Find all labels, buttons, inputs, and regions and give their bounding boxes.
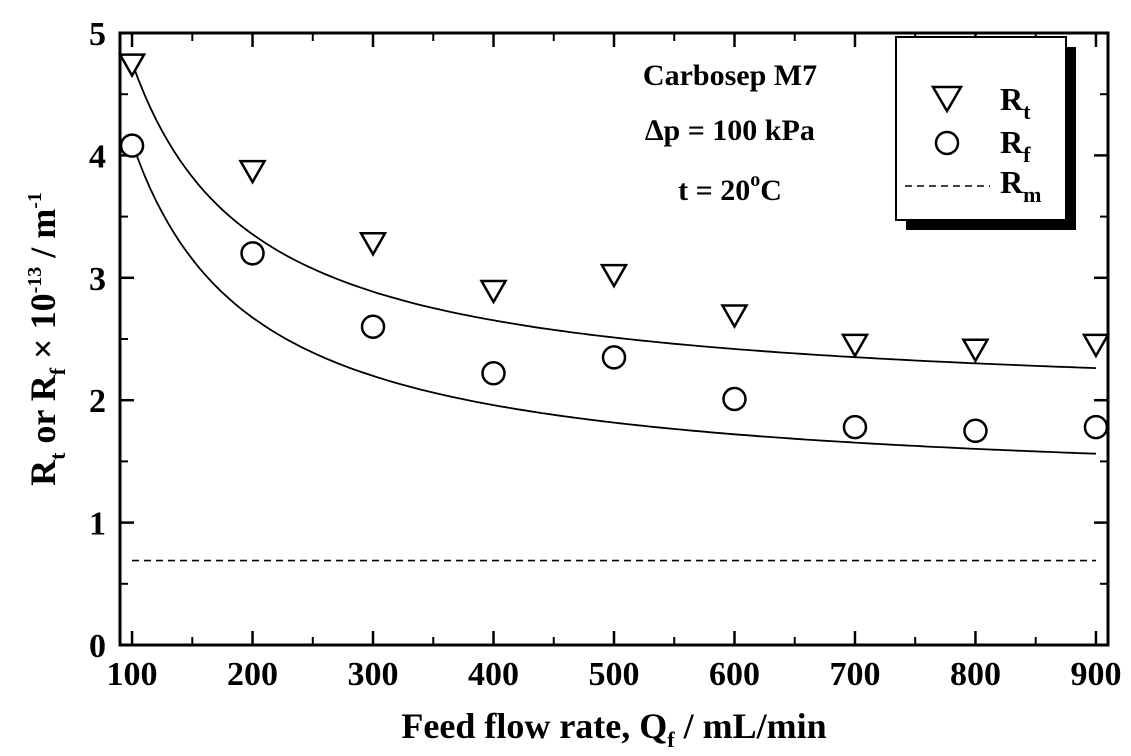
rf-point: [963, 418, 988, 444]
legend-rm-label: Rm: [1000, 164, 1041, 207]
x-label-tail: / mL/min: [675, 706, 827, 746]
x-tick-label: 300: [348, 656, 399, 693]
y-label-sup2: -1: [24, 192, 46, 209]
marker-group: [117, 53, 1111, 444]
annotation-temp-main: t = 20: [678, 174, 750, 207]
y-tick-label: 0: [89, 628, 106, 665]
x-tick-label: 700: [829, 656, 880, 693]
legend-rt-main: R: [1000, 81, 1024, 117]
y-tick-group: 0 1 2 3 4 5: [89, 16, 1108, 665]
legend-circle-marker: [934, 130, 960, 156]
y-axis-label: Rt or Rf × 10-13 / m-1: [23, 192, 70, 486]
rf-point: [842, 414, 868, 440]
legend-rm-main: R: [1000, 164, 1024, 200]
rt-point: [1081, 333, 1111, 359]
legend-rf-sub: f: [1023, 142, 1031, 167]
rt-point: [479, 279, 508, 305]
legend-rt-sub: t: [1023, 99, 1031, 124]
y-tick-label: 5: [89, 16, 106, 53]
legend-rf-main: R: [1000, 124, 1024, 160]
y-label-p1: R: [23, 459, 63, 486]
rf-point: [722, 386, 747, 412]
legend-triangle-marker: [930, 85, 964, 114]
annotation-membrane: Carbosep M7: [643, 59, 817, 92]
y-label-p4: / m: [23, 209, 63, 267]
x-tick-label: 600: [709, 656, 760, 693]
y-tick-label: 2: [89, 383, 106, 420]
y-label-sup1: -13: [24, 267, 46, 294]
x-tick-group: 100 200 300 400 500 600 700 800 900: [107, 33, 1121, 693]
rf-point: [119, 133, 145, 158]
fit-curve-Rt: [131, 62, 1097, 369]
y-tick-label: 3: [89, 261, 106, 298]
y-label-s1: t: [45, 452, 70, 460]
legend-box: [895, 36, 1067, 221]
rf-point: [1083, 414, 1109, 440]
rf-point: [240, 241, 265, 266]
x-tick-label: 800: [950, 656, 1001, 693]
rt-point: [599, 263, 629, 289]
x-axis-label: Feed flow rate, Qf / mL/min: [401, 706, 826, 752]
legend: Rt Rf Rm: [895, 36, 1076, 230]
annotation-pressure: ∆p = 100 kPa: [645, 114, 815, 147]
y-label-p2: or R: [23, 374, 63, 452]
y-tick-label: 4: [89, 138, 106, 175]
rt-point: [117, 53, 147, 79]
rt-point: [961, 338, 990, 364]
legend-rf-label: Rf: [1000, 124, 1031, 167]
legend-rm-sub: m: [1023, 182, 1041, 207]
annotation-temp-unit: C: [760, 174, 782, 207]
rt-point: [238, 159, 267, 185]
y-label-s2: f: [45, 367, 70, 375]
rt-point: [720, 304, 749, 330]
annotation-temperature: t = 20oC: [678, 169, 782, 207]
x-tick-label: 900: [1070, 656, 1121, 693]
x-label-sub: f: [667, 727, 675, 752]
rf-point: [481, 361, 506, 386]
rt-point: [840, 333, 870, 359]
fit-curve-Rf: [131, 142, 1097, 455]
y-label-p3: × 10: [23, 293, 63, 368]
y-tick-label: 1: [89, 506, 106, 543]
x-tick-label: 100: [107, 656, 158, 693]
rt-point: [358, 232, 388, 257]
rf-point: [601, 345, 627, 370]
x-tick-label: 200: [227, 656, 278, 693]
rf-point: [360, 314, 386, 340]
fit-line-group: [131, 62, 1097, 455]
x-tick-label: 500: [589, 656, 640, 693]
x-tick-label: 400: [468, 656, 519, 693]
legend-rt-label: Rt: [1000, 81, 1031, 124]
x-label-main: Feed flow rate, Q: [401, 706, 667, 746]
annotation-temp-sup: o: [750, 169, 760, 191]
